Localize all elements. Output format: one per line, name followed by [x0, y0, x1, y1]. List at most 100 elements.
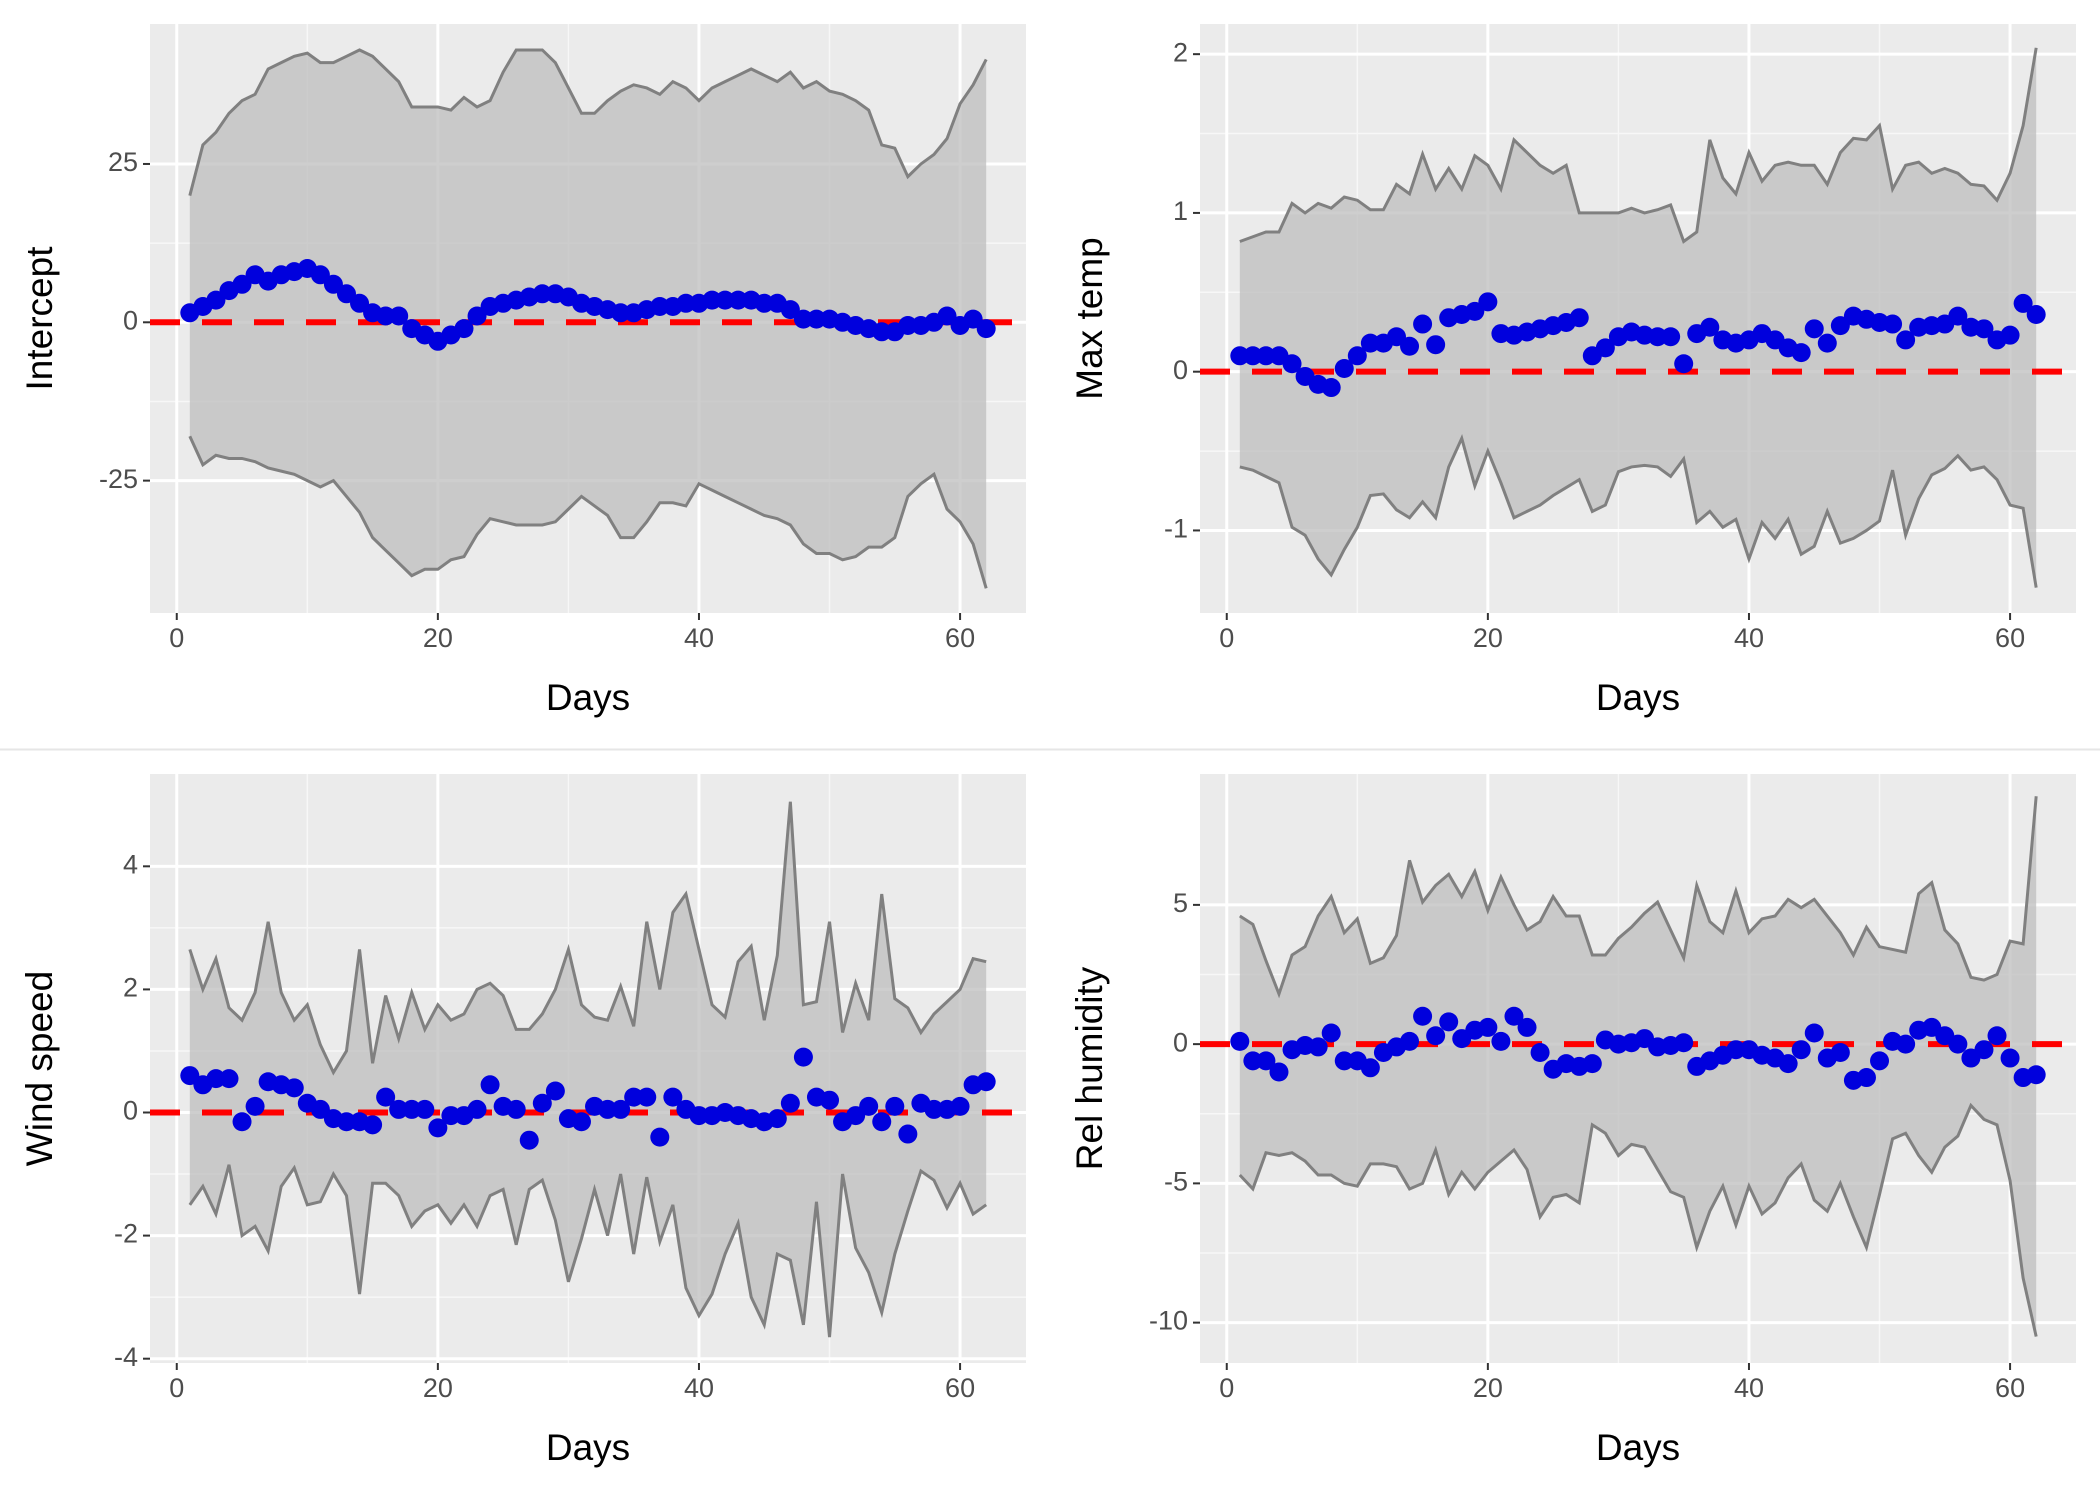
upper-line: [1239, 47, 2038, 244]
point: [1426, 1026, 1446, 1046]
x-axis-title: Days: [546, 1427, 630, 1468]
point: [415, 1099, 435, 1119]
point: [1530, 1042, 1550, 1062]
point: [467, 306, 487, 326]
point: [336, 284, 356, 304]
confidence-band: [1239, 796, 2037, 1337]
point: [1334, 1051, 1354, 1071]
upper-line: [188, 48, 988, 197]
x-tick-label: 40: [1734, 1373, 1764, 1403]
point: [2026, 305, 2046, 325]
point: [872, 322, 892, 342]
point: [820, 1090, 840, 1110]
point: [1426, 335, 1446, 355]
point: [1791, 1040, 1811, 1060]
point: [1804, 319, 1824, 339]
point: [793, 1047, 813, 1067]
x-tick-label: 60: [945, 1373, 975, 1403]
point: [702, 290, 722, 310]
point: [715, 290, 735, 310]
point: [532, 284, 552, 304]
point: [336, 1112, 356, 1132]
point: [350, 293, 370, 313]
y-axis-title: Rel humidity: [1069, 966, 1110, 1170]
point: [389, 1099, 409, 1119]
point: [1321, 1023, 1341, 1043]
upper-line: [1239, 796, 2038, 999]
upper-line: [188, 801, 987, 1076]
x-tick-label: 20: [1473, 1373, 1503, 1403]
point: [1830, 1042, 1850, 1062]
point: [1360, 333, 1380, 353]
point: [1948, 1034, 1968, 1054]
point: [676, 293, 696, 313]
point: [389, 306, 409, 326]
x-axis-title: Days: [546, 677, 630, 718]
point: [1856, 1068, 1876, 1088]
point: [467, 1099, 487, 1119]
point: [689, 1106, 709, 1126]
point: [1674, 1033, 1694, 1053]
x-tick-label: 40: [684, 623, 714, 653]
x-tick-label: 60: [1995, 623, 2025, 653]
point: [1308, 1037, 1328, 1057]
point: [1256, 346, 1276, 366]
point: [545, 1081, 565, 1101]
point: [1413, 314, 1433, 334]
point: [1948, 306, 1968, 326]
point: [1830, 316, 1850, 336]
point: [650, 296, 670, 316]
point: [284, 1078, 304, 1098]
y-tick-label: 0: [1173, 355, 1188, 385]
point: [924, 1099, 944, 1119]
x-tick-label: 20: [423, 623, 453, 653]
point: [780, 1093, 800, 1113]
point: [754, 293, 774, 313]
x-tick-label: 60: [1995, 1373, 2025, 1403]
point: [611, 1099, 631, 1119]
point: [1400, 1031, 1420, 1051]
point: [376, 306, 396, 326]
point: [1386, 327, 1406, 347]
y-tick-label: 1: [1173, 196, 1188, 226]
point: [1726, 1040, 1746, 1060]
lower-line: [188, 435, 988, 589]
point: [1243, 346, 1263, 366]
x-tick-label: 0: [169, 1373, 184, 1403]
y-tick-label: -1: [1164, 514, 1188, 544]
point: [598, 1099, 618, 1119]
point: [1974, 1040, 1994, 1060]
point: [1595, 338, 1615, 358]
x-tick-label: 0: [1219, 1373, 1234, 1403]
point: [1230, 1031, 1250, 1051]
point: [885, 1096, 905, 1116]
point: [1896, 1034, 1916, 1054]
point: [232, 1112, 252, 1132]
point: [937, 306, 957, 326]
x-tick-label: 0: [169, 623, 184, 653]
point: [1569, 308, 1589, 328]
point: [1817, 333, 1837, 353]
point: [1321, 378, 1341, 398]
confidence-band: [1239, 47, 2037, 588]
point: [1791, 343, 1811, 363]
point: [1413, 1006, 1433, 1026]
point: [1883, 314, 1903, 334]
point: [950, 1096, 970, 1116]
y-tick-label: 0: [1173, 1027, 1188, 1057]
point: [1661, 327, 1681, 347]
point: [2026, 1065, 2046, 1085]
point: [1648, 327, 1668, 347]
point: [232, 274, 252, 294]
y-tick-label: -10: [1149, 1306, 1188, 1336]
point: [637, 1087, 657, 1107]
point: [532, 1093, 552, 1113]
point: [206, 1069, 226, 1089]
point: [376, 1087, 396, 1107]
y-tick-label: 4: [123, 849, 138, 879]
point: [1804, 1023, 1824, 1043]
point: [1439, 1012, 1459, 1032]
point: [571, 1112, 591, 1132]
point: [1256, 1051, 1276, 1071]
point: [2013, 293, 2033, 313]
